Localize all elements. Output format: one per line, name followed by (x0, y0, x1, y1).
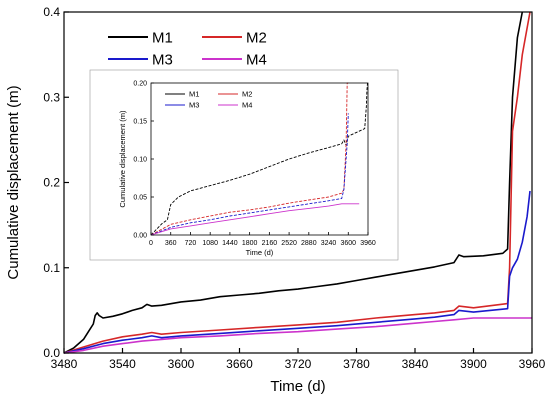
inset-chart: 0 360 720 1080 1440 1800 2160 2520 2880 3240 3600 3… (89, 69, 399, 261)
inset-y-axis-label: Cumulative displacement (m) (118, 110, 127, 208)
y-tick-label: 0.1 (43, 261, 60, 275)
inset-x-axis-label: Time (d) (246, 248, 274, 257)
legend-label-m4: M4 (246, 51, 267, 68)
inset-legend-label-m3: M3 (189, 101, 199, 110)
legend-label-m2: M2 (246, 29, 267, 46)
inset-series-line-m2 (150, 82, 349, 236)
inset-x-tick-label: 0 (149, 240, 153, 247)
x-tick-label: 3780 (343, 357, 370, 371)
inset-x-tick-label: 2880 (301, 240, 317, 247)
inset-x-tick-label: 3600 (340, 240, 356, 247)
inset-legend-label-m1: M1 (189, 90, 199, 99)
y-tick-label: 0.0 (43, 346, 60, 360)
x-tick-label: 3720 (285, 357, 312, 371)
x-tick-label: 3840 (402, 357, 429, 371)
inset-y-tick-label: 0.10 (133, 156, 147, 163)
x-tick-label: 3900 (460, 357, 487, 371)
inset-x-tick-label: 360 (165, 240, 177, 247)
series-line-m4 (63, 317, 532, 354)
y-tick-label: 0.4 (43, 5, 60, 19)
x-tick-label: 3960 (519, 357, 546, 371)
main-chart: 3480 3540 3600 3660 3720 3780 3840 3900 39600.00… (5, 5, 546, 395)
inset-x-tick-label: 3240 (321, 240, 337, 247)
x-axis-label: Time (d) (270, 378, 325, 395)
inset-x-tick-label: 1440 (222, 240, 238, 247)
inset-x-tick-label: 2160 (262, 240, 278, 247)
legend-label-m3: M3 (152, 51, 173, 68)
inset-legend-label-m4: M4 (242, 101, 252, 110)
inset-series-line-m1 (150, 82, 368, 236)
inset-series-line-m3 (150, 113, 349, 236)
series-line-m3 (63, 190, 531, 354)
inset-x-tick-label: 2520 (281, 240, 297, 247)
inset-x-tick-label: 720 (185, 240, 197, 247)
y-tick-label: 0.2 (43, 176, 60, 190)
series-line-m1 (63, 11, 524, 354)
x-tick-label: 3600 (168, 357, 195, 371)
y-tick-label: 0.3 (43, 90, 60, 104)
inset-x-tick-label: 1800 (242, 240, 258, 247)
inset-y-tick-label: 0.05 (133, 194, 147, 201)
x-tick-label: 3480 (51, 357, 78, 371)
series-line-m2 (63, 11, 531, 354)
inset-y-tick-label: 0.20 (133, 80, 147, 87)
inset-y-tick-label: 0.00 (133, 232, 147, 239)
x-tick-label: 3540 (109, 357, 136, 371)
x-tick-label: 3660 (226, 357, 253, 371)
inset-x-tick-label: 1080 (202, 240, 218, 247)
inset-y-tick-label: 0.15 (133, 118, 147, 125)
inset-legend-label-m2: M2 (242, 90, 252, 99)
y-axis-label: Cumulative displacement (m) (5, 85, 22, 279)
inset-series-line-m4 (150, 203, 360, 236)
legend-label-m1: M1 (152, 29, 173, 46)
inset-x-tick-label: 3960 (360, 240, 376, 247)
